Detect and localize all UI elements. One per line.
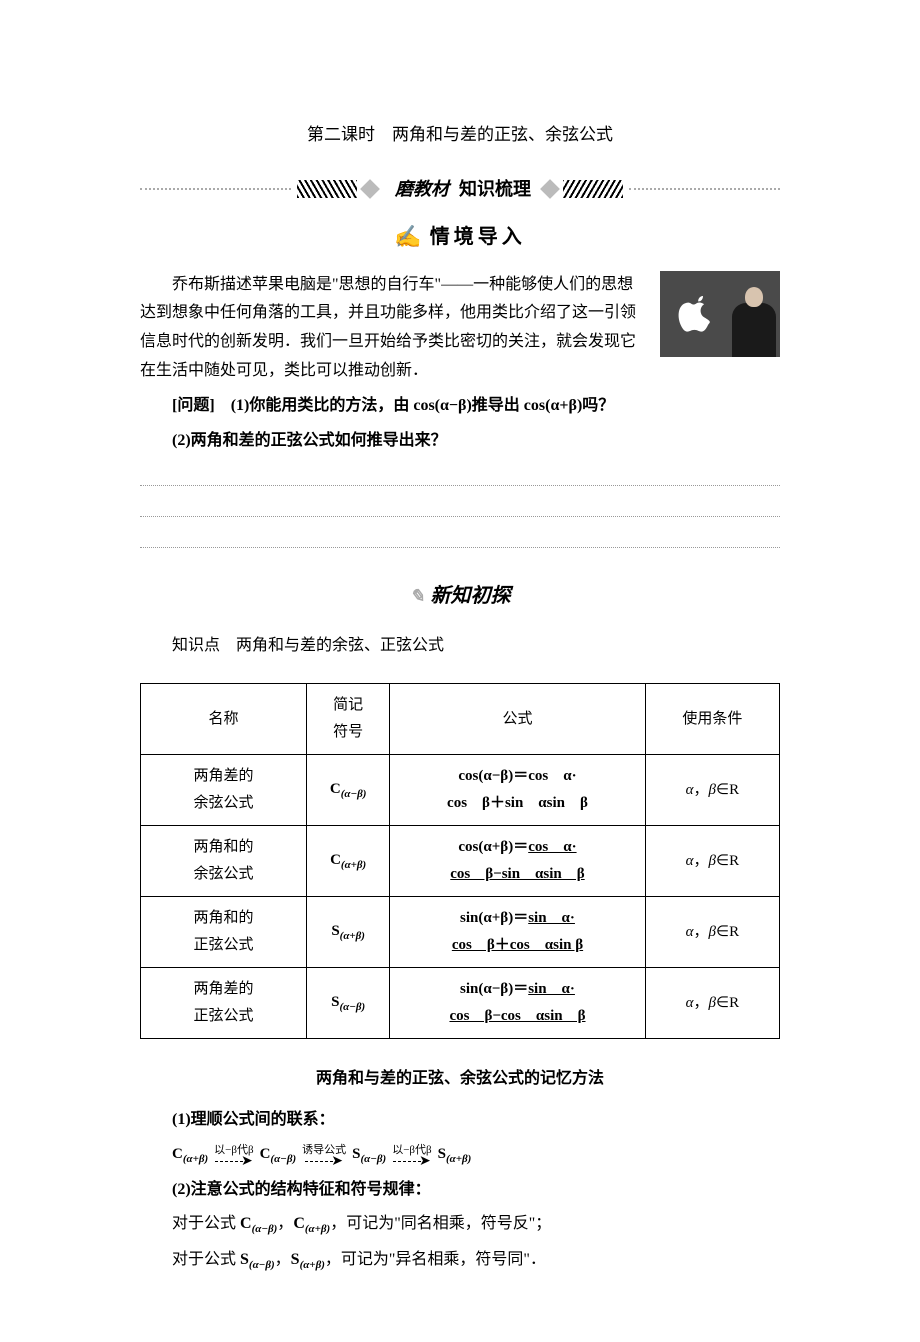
section-badge: 磨教材 (389, 171, 455, 207)
section-header: 磨教材 知识梳理 (383, 171, 537, 207)
cell-condition: α，β∈R (645, 826, 779, 897)
subhead-context: ✍ 情境导入 (140, 217, 780, 257)
decor-dots-left (140, 188, 291, 190)
chain-node-3: S(α−β) (352, 1141, 386, 1170)
subhead-explore: ✎ 新知初探 (140, 578, 780, 614)
memory-p1: (1)理顺公式间的联系： (172, 1106, 780, 1135)
answer-line-3 (140, 547, 780, 548)
section-decor: 磨教材 知识梳理 (140, 171, 780, 207)
question-1-text: (1)你能用类比的方法，由 cos(α−β)推导出 cos(α+β)吗？ (231, 397, 615, 414)
th-name: 名称 (141, 684, 307, 755)
apple-logo-icon (676, 289, 716, 348)
question-line-1: [问题] (1)你能用类比的方法，由 cos(α−β)推导出 cos(α+β)吗… (140, 392, 780, 421)
decor-diamond-left (360, 179, 380, 199)
cell-formula: sin(α+β)＝sin α·cos β＋cos αsin β (390, 897, 646, 968)
cell-condition: α，β∈R (645, 755, 779, 826)
memory-p4: 对于公式 S(α−β)，S(α+β)，可记为"异名相乘，符号同"． (172, 1246, 780, 1276)
answer-line-1 (140, 485, 780, 486)
cell-symbol: S(α−β) (307, 968, 390, 1039)
question-label: [问题] (172, 397, 215, 414)
intro-block: 乔布斯描述苹果电脑是"思想的自行车"——一种能够使人们的思想达到想象中任何角落的… (140, 271, 780, 456)
th-formula: 公式 (390, 684, 646, 755)
chain-arrow-2: 诱导公式 ➤ (302, 1145, 346, 1165)
knowledge-point-label: 知识点 两角和与差的余弦、正弦公式 (140, 632, 780, 661)
cell-formula: sin(α−β)＝sin α·cos β−cos αsin β (390, 968, 646, 1039)
cell-symbol: C(α−β) (307, 755, 390, 826)
cell-symbol: C(α+β) (307, 826, 390, 897)
memory-p3: 对于公式 C(α−β)，C(α+β)，可记为"同名相乘，符号反"； (172, 1210, 780, 1240)
formula-chain: C(α+β) 以−β代β ➤ C(α−β) 诱导公式 ➤ S(α−β) 以−β代… (172, 1141, 780, 1170)
chain-arrow-3: 以−β代β ➤ (392, 1145, 431, 1165)
chain-arrow-1: 以−β代β ➤ (214, 1145, 253, 1165)
question-2-text: (2)两角和差的正弦公式如何推导出来？ (172, 432, 447, 449)
cell-name: 两角差的正弦公式 (141, 968, 307, 1039)
chain-node-4: S(α+β) (438, 1141, 472, 1170)
table-row: 两角和的余弦公式C(α+β)cos(α+β)＝cos α·cos β−sin α… (141, 826, 780, 897)
cell-symbol: S(α+β) (307, 897, 390, 968)
cell-name: 两角和的余弦公式 (141, 826, 307, 897)
section-main: 知识梳理 (459, 173, 531, 205)
cell-formula: cos(α+β)＝cos α·cos β−sin αsin β (390, 826, 646, 897)
decor-hatch-right (563, 180, 623, 198)
decor-diamond-right (540, 179, 560, 199)
decor-dots-right (629, 188, 780, 190)
lesson-title: 第二课时 两角和与差的正弦、余弦公式 (140, 120, 780, 151)
cell-formula: cos(α−β)＝cos α·cos β＋sin αsin β (390, 755, 646, 826)
memory-body: (1)理顺公式间的联系： C(α+β) 以−β代β ➤ C(α−β) 诱导公式 … (140, 1106, 780, 1276)
jobs-photo (660, 271, 780, 357)
pencil-icon: ✎ (409, 580, 424, 612)
table-row: 两角和的正弦公式S(α+β)sin(α+β)＝sin α·cos β＋cos α… (141, 897, 780, 968)
th-symbol: 简记 符号 (307, 684, 390, 755)
table-row: 两角差的正弦公式S(α−β)sin(α−β)＝sin α·cos β−cos α… (141, 968, 780, 1039)
cell-condition: α，β∈R (645, 897, 779, 968)
chain-node-2: C(α−β) (260, 1141, 297, 1170)
memory-title: 两角和与差的正弦、余弦公式的记忆方法 (140, 1065, 780, 1094)
decor-hatch-left (297, 180, 357, 198)
memory-p2: (2)注意公式的结构特征和符号规律： (172, 1176, 780, 1205)
chain-node-1: C(α+β) (172, 1141, 208, 1170)
person-silhouette (732, 282, 776, 357)
table-row: 两角差的余弦公式C(α−β)cos(α−β)＝cos α·cos β＋sin α… (141, 755, 780, 826)
formula-table: 名称 简记 符号 公式 使用条件 两角差的余弦公式C(α−β)cos(α−β)＝… (140, 683, 780, 1039)
subhead-explore-text: 新知初探 (431, 578, 511, 614)
hand-icon: ✍ (394, 217, 421, 257)
question-line-2: (2)两角和差的正弦公式如何推导出来？ (140, 427, 780, 456)
cell-condition: α，β∈R (645, 968, 779, 1039)
subhead-context-text: 情境导入 (430, 219, 526, 255)
answer-line-2 (140, 516, 780, 517)
cell-name: 两角和的正弦公式 (141, 897, 307, 968)
th-condition: 使用条件 (645, 684, 779, 755)
cell-name: 两角差的余弦公式 (141, 755, 307, 826)
